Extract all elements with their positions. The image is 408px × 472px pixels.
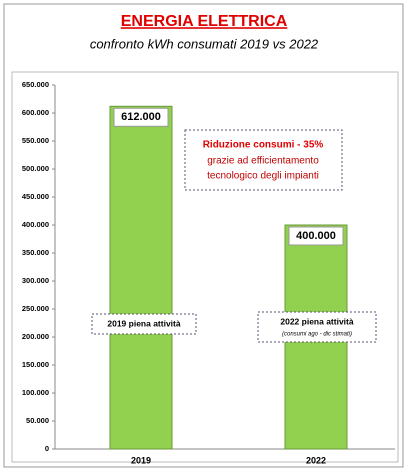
annotation-line: grazie ad efficientamento [207,156,319,167]
annotation-line: tecnologico degli impianti [207,171,319,182]
note-box [257,311,377,343]
bar [109,105,173,450]
y-tick-label: 600.000 [22,108,49,117]
annotation-box [184,129,343,191]
y-tick-label: 450.000 [22,192,49,201]
y-tick-label: 500.000 [22,164,49,173]
y-tick-label: 300.000 [22,276,49,285]
chart-subtitle: confronto kWh consumati 2019 vs 2022 [90,36,319,51]
y-tick-label: 250.000 [22,304,49,313]
x-tick-label: 2019 [131,455,151,465]
y-tick-label: 150.000 [22,360,49,369]
bar-note-detail: (consumi ago - dic stimati) [282,332,352,338]
value-label-box [113,107,169,127]
y-tick-label: 100.000 [22,388,49,397]
y-tick-label: 0 [45,444,49,453]
y-tick-label: 50.000 [26,416,49,425]
y-tick-label: 550.000 [22,136,49,145]
note-box [91,313,197,335]
annotation-headline: Riduzione consumi - 35% [203,140,324,151]
value-label: 400.000 [296,230,336,242]
bar-note: 2019 piena attività [107,318,181,328]
y-tick-label: 650.000 [22,80,49,89]
value-label-box [288,226,344,246]
y-tick-label: 350.000 [22,248,49,257]
y-tick-label: 400.000 [22,220,49,229]
value-label: 612.000 [121,111,161,123]
x-tick-label: 2022 [306,455,326,465]
y-tick-label: 200.000 [22,332,49,341]
chart-title: ENERGIA ELETTRICA [121,13,288,30]
bar-note: 2022 piena attività [280,316,354,326]
